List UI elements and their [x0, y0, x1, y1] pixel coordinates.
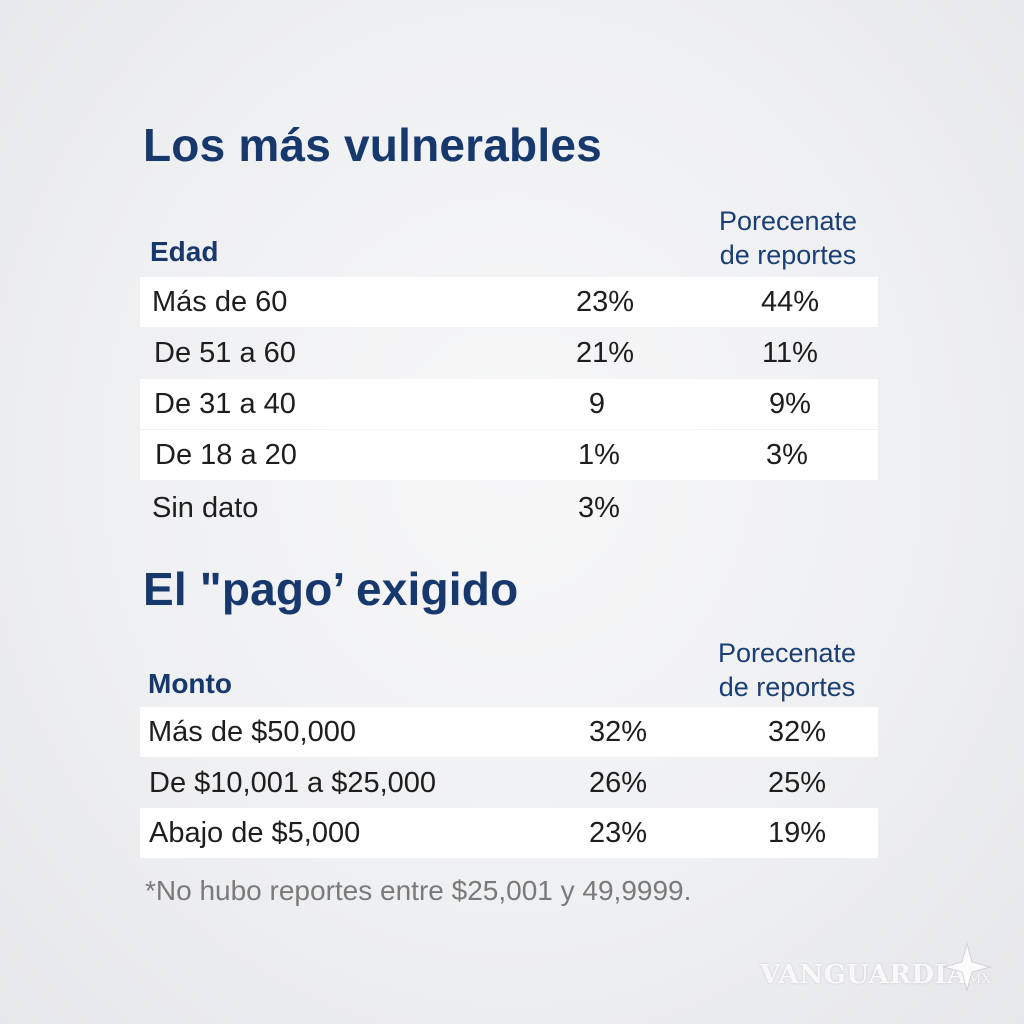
row-label: Más de $50,000	[148, 716, 356, 748]
row-label: De 31 a 40	[154, 388, 296, 420]
row-label: De $10,001 a $25,000	[149, 767, 437, 799]
table-row: De 51 a 60 21% 11%	[140, 328, 878, 378]
row-label: Más de 60	[152, 286, 288, 318]
header-line-2: de reportes	[719, 240, 857, 270]
table-row: Más de $50,000 32% 32%	[140, 707, 878, 757]
footnote: *No hubo reportes entre $25,001 y 49,999…	[145, 875, 692, 906]
table-row: De 18 a 20 1% 3%	[140, 430, 878, 480]
column-header-porcentaje: Porecenate de reportes	[677, 636, 897, 704]
row-value: 21%	[575, 337, 635, 369]
column-header-edad: Edad	[150, 236, 219, 267]
section-title-vulnerables: Los más vulnerables	[143, 119, 602, 171]
table-row: De $10,001 a $25,000 26% 25%	[140, 758, 878, 808]
row-label: De 18 a 20	[155, 439, 297, 471]
row-value: 3%	[578, 492, 620, 524]
row-percent: 25%	[767, 767, 827, 799]
row-value: 1%	[578, 439, 620, 471]
row-value: 23%	[588, 817, 648, 849]
row-percent: 19%	[767, 817, 827, 849]
header-line-1: Porecenate	[717, 638, 857, 668]
row-value: 9	[588, 388, 606, 420]
header-line-2: de reportes	[718, 672, 856, 702]
section-title-pago: El "pago’ exigido	[143, 563, 519, 615]
row-label: Abajo de $5,000	[149, 817, 361, 849]
row-value: 32%	[588, 716, 648, 748]
row-percent: 11%	[762, 337, 818, 369]
watermark-suffix: MX	[967, 972, 992, 987]
header-line-1: Porecenate	[718, 206, 858, 236]
watermark-brand: VANGUARDIA	[760, 960, 968, 990]
table-row: Abajo de $5,000 23% 19%	[140, 808, 878, 858]
row-percent: 3%	[766, 439, 808, 471]
row-value: 26%	[588, 767, 648, 799]
row-percent: 32%	[767, 716, 827, 748]
table-row: Más de 60 23% 44%	[140, 277, 878, 327]
table-row: Sin dato 3%	[140, 483, 878, 533]
row-value: 23%	[575, 286, 635, 318]
watermark-star-icon	[942, 942, 992, 992]
column-header-monto: Monto	[148, 668, 232, 699]
table-row: De 31 a 40 9 9%	[140, 379, 878, 429]
row-percent: 44%	[760, 286, 820, 318]
row-label: De 51 a 60	[154, 337, 296, 369]
row-percent: 9%	[769, 388, 811, 420]
column-header-porcentaje: Porecenate de reportes	[678, 204, 898, 272]
row-label: Sin dato	[152, 492, 259, 524]
watermark-logo: VANGUARDIAMX	[760, 960, 991, 990]
